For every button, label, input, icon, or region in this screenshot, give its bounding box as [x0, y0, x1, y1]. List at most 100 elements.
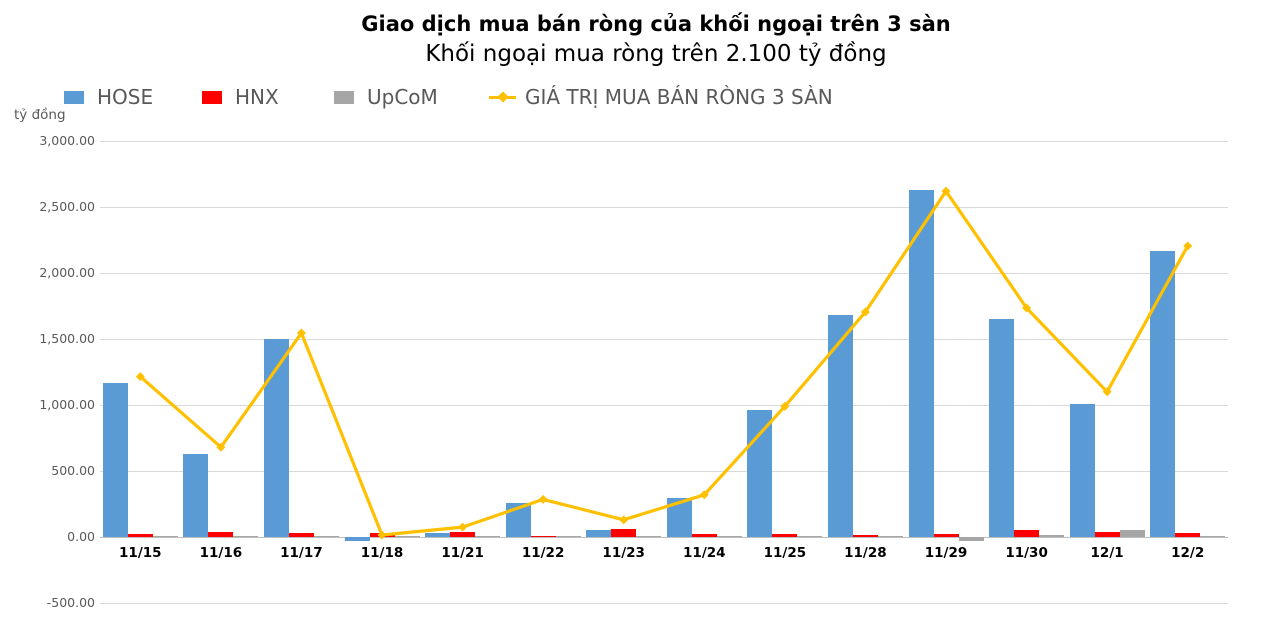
bar-hose-11/21 [425, 533, 451, 537]
x-tick-label: 11/28 [844, 545, 887, 561]
bar-upcom-11/28 [877, 535, 903, 537]
y-tick-label: 0.00 [67, 529, 95, 544]
bar-upcom-11/30 [1039, 535, 1065, 537]
bar-hose-11/15 [102, 382, 128, 537]
bar-hnx-11/15 [127, 534, 153, 537]
x-tick-label: 11/22 [521, 545, 565, 561]
bar-hnx-11/22 [530, 535, 556, 537]
line-marker-icon [296, 328, 306, 338]
line-marker-icon [1183, 241, 1193, 251]
bar-hnx-11/28 [852, 535, 878, 537]
x-tick-label: 11/21 [441, 545, 484, 561]
x-tick-label: 11/25 [763, 545, 807, 561]
legend-label-hose: HOSE [97, 85, 154, 109]
line-marker-icon [538, 494, 548, 504]
bar-hose-12/2 [1150, 250, 1176, 537]
y-tick-label: 3,000.00 [39, 133, 95, 148]
line-marker-icon [619, 515, 629, 525]
legend-line-symbol-icon [489, 90, 516, 103]
legend-label-upcom: UpCoM [367, 85, 438, 109]
zero-axis-line [100, 537, 1228, 538]
y-axis-unit-label: tỷ đồng [14, 107, 66, 123]
bar-hnx-11/25 [772, 534, 798, 537]
bar-hnx-11/16 [208, 532, 234, 537]
bar-hnx-11/17 [288, 533, 314, 537]
x-tick-label: 12/1 [1090, 545, 1124, 561]
bar-hnx-11/24 [691, 533, 717, 537]
bar-hnx-11/29 [933, 534, 959, 537]
bar-hose-11/18 [344, 537, 370, 541]
y-tick-label: 1,000.00 [39, 397, 95, 412]
plot-area [100, 141, 1228, 604]
gridline [100, 339, 1228, 340]
legend-item-net-line: GIÁ TRỊ MUA BÁN RÒNG 3 SÀN [489, 84, 833, 110]
legend-swatch-upcom-icon [334, 90, 354, 104]
y-tick-label: -500.00 [46, 595, 95, 610]
bar-hose-11/30 [989, 319, 1015, 537]
line-marker-icon [377, 530, 387, 540]
legend-label-hnx: HNX [235, 85, 279, 109]
bar-upcom-11/21 [475, 535, 501, 537]
bar-hose-11/17 [263, 339, 289, 537]
gridline [100, 207, 1228, 208]
line-marker-icon [216, 442, 226, 452]
bar-upcom-11/24 [716, 535, 742, 537]
legend-item-upcom: UpCoM [334, 84, 438, 110]
bar-upcom-12/1 [1119, 530, 1145, 537]
gridline [100, 405, 1228, 406]
bar-hnx-11/23 [611, 529, 637, 537]
x-tick-label: 12/2 [1171, 545, 1205, 561]
gridline [100, 471, 1228, 472]
chart-title: Giao dịch mua bán ròng của khối ngoại tr… [361, 12, 951, 36]
x-tick-label: 11/30 [1005, 545, 1048, 561]
legend-line-marker-icon [497, 90, 509, 103]
x-tick-label: 11/29 [924, 545, 968, 561]
bar-hnx-11/30 [1014, 529, 1040, 537]
y-tick-label: 2,000.00 [39, 265, 95, 280]
bar-upcom-11/15 [152, 535, 178, 537]
line-marker-icon [1102, 387, 1112, 397]
gridline [100, 273, 1228, 274]
legend-item-hnx: HNX [202, 84, 279, 110]
x-tick-label: 11/16 [199, 545, 243, 561]
legend-label-net-line: GIÁ TRỊ MUA BÁN RÒNG 3 SÀN [525, 85, 833, 109]
bar-hose-11/29 [908, 189, 934, 537]
bar-upcom-11/29 [958, 537, 984, 541]
bar-hose-12/1 [1069, 403, 1095, 537]
line-marker-icon [458, 522, 468, 532]
chart-subtitle: Khối ngoại mua ròng trên 2.100 tỷ đồng [425, 41, 887, 67]
gridline [100, 603, 1228, 604]
line-marker-icon [1022, 303, 1032, 313]
gridline [100, 141, 1228, 142]
bar-hose-11/16 [183, 453, 209, 537]
line-marker-icon [135, 372, 145, 382]
legend-item-hose: HOSE [64, 84, 153, 110]
net-value-line [135, 186, 1193, 540]
bar-upcom-11/16 [233, 535, 259, 537]
x-tick-label: 11/15 [119, 545, 162, 561]
bar-upcom-11/23 [636, 536, 662, 538]
bar-hnx-11/21 [450, 532, 476, 537]
x-tick-label: 11/18 [360, 545, 404, 561]
bar-hnx-12/2 [1175, 533, 1201, 537]
bar-upcom-12/2 [1200, 536, 1226, 538]
legend-swatch-hnx-icon [202, 90, 222, 104]
y-tick-label: 500.00 [51, 463, 95, 478]
x-tick-label: 11/23 [602, 545, 645, 561]
line-marker-icon [699, 490, 709, 500]
line-marker-icon [941, 186, 951, 196]
line-marker-icon [860, 307, 870, 317]
line-marker-icon [780, 401, 790, 411]
bar-hose-11/23 [586, 529, 612, 537]
x-tick-label: 11/24 [683, 545, 726, 561]
y-tick-label: 1,500.00 [39, 331, 95, 346]
bar-upcom-11/22 [555, 535, 581, 537]
bar-upcom-11/25 [797, 535, 823, 537]
bar-hnx-12/1 [1094, 532, 1120, 537]
legend-swatch-hose-icon [64, 90, 84, 104]
bar-upcom-11/18 [394, 535, 420, 537]
x-tick-label: 11/17 [280, 545, 323, 561]
bar-upcom-11/17 [313, 535, 339, 537]
y-tick-label: 2,500.00 [39, 199, 95, 214]
